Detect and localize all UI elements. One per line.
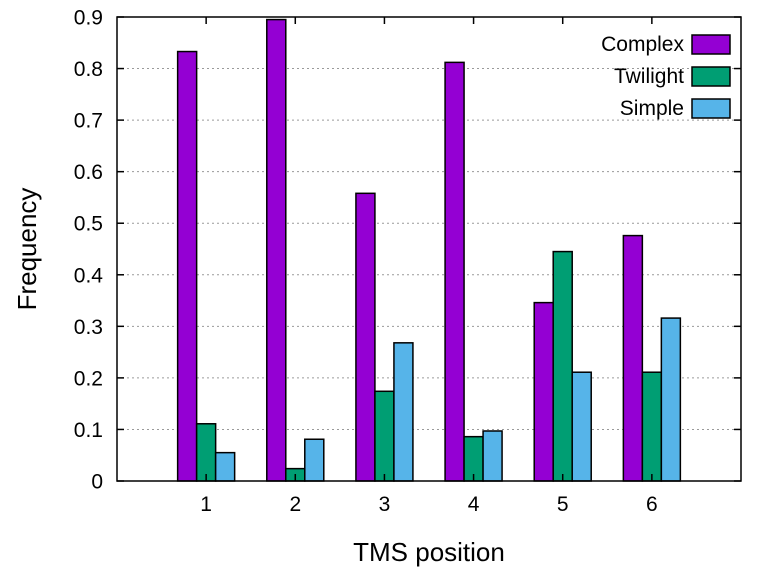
x-tick-label: 6	[646, 493, 658, 516]
y-tick-label: 0.1	[74, 419, 103, 442]
y-axis: 0 0.1 0.2 0.3 0.4 0.5 0.6 0.7 0.8 0.9	[74, 7, 741, 494]
x-tick-label: 2	[289, 493, 301, 516]
y-tick-label: 0.7	[74, 110, 103, 133]
y-tick-label: 0.2	[74, 367, 103, 390]
legend-label-complex: Complex	[601, 33, 684, 56]
y-tick-label: 0	[91, 471, 103, 494]
y-tick-label: 0.3	[74, 316, 103, 339]
x-axis: 1 2 3 4 5 6	[200, 17, 658, 516]
legend-swatch-twilight	[691, 66, 731, 87]
bar-simple-3	[393, 342, 414, 482]
legend-swatch-simple	[691, 98, 731, 119]
bar-simple-6	[660, 317, 682, 482]
plot-frame	[116, 16, 742, 482]
x-tick-label: 1	[200, 493, 212, 516]
bar-simple-4	[482, 430, 503, 482]
x-axis-title: TMS position	[353, 537, 505, 567]
bar-twilight-3	[374, 390, 395, 482]
bar-simple-1	[214, 451, 236, 482]
y-tick-label: 0.8	[74, 58, 103, 81]
legend-label-simple: Simple	[620, 97, 684, 120]
x-tick-label: 3	[379, 493, 391, 516]
bar-twilight-5	[552, 250, 573, 482]
bar-twilight-1	[195, 423, 217, 482]
bar-simple-5	[571, 371, 592, 482]
y-tick-label: 0.5	[74, 213, 103, 236]
x-tick-label: 5	[557, 493, 569, 516]
x-tick-label: 4	[468, 493, 480, 516]
bar-complex-1	[176, 50, 198, 482]
bar-complex-6	[622, 234, 644, 482]
y-axis-title: Frequency	[12, 188, 42, 311]
bar-twilight-6	[641, 371, 663, 482]
legend-label-twilight: Twilight	[614, 65, 684, 88]
bar-complex-2	[266, 18, 287, 482]
bars	[176, 18, 682, 482]
bar-complex-4	[444, 61, 465, 482]
bar-complex-3	[355, 192, 376, 482]
legend: Complex Twilight Simple	[601, 33, 731, 120]
y-tick-label: 0.6	[74, 161, 103, 184]
y-tick-label: 0.4	[74, 264, 104, 287]
legend-swatch-complex	[691, 34, 731, 55]
y-tick-label: 0.9	[74, 7, 103, 30]
bar-complex-5	[533, 301, 554, 482]
bar-simple-2	[304, 438, 325, 482]
